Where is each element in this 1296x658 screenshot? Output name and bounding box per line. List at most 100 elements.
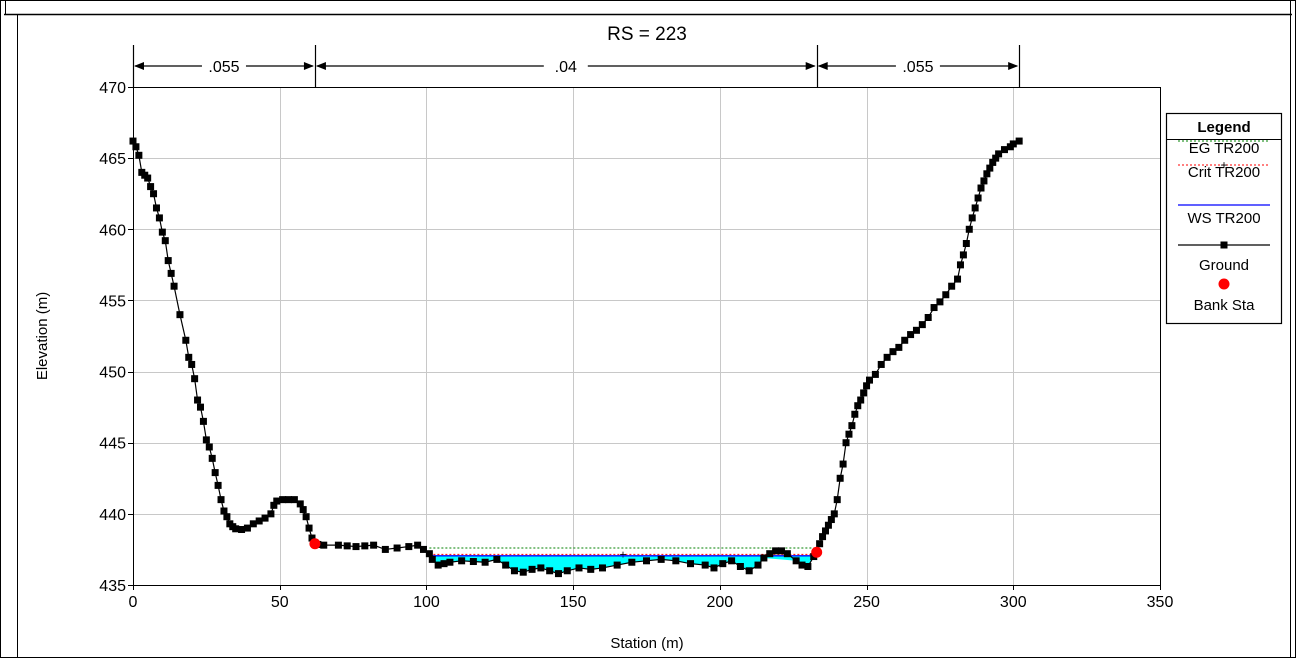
ground-point: [956, 261, 964, 269]
legend-entry-label: Bank Sta: [1194, 297, 1256, 314]
ground-point: [481, 558, 489, 566]
ground-point: [598, 564, 606, 572]
ground-series: [129, 137, 1023, 578]
ground-point: [199, 417, 207, 425]
ground-point: [205, 443, 213, 451]
ground-point: [381, 545, 389, 553]
ground-point: [267, 510, 275, 518]
ground-point: [930, 304, 938, 312]
ground-point: [942, 291, 950, 299]
ground-point: [792, 557, 800, 565]
ground-point: [912, 326, 920, 334]
ground-point: [176, 311, 184, 319]
ground-point: [255, 517, 263, 525]
ground-point: [830, 510, 838, 518]
ground-point: [150, 190, 158, 198]
ground-point: [469, 558, 477, 566]
mannings-n-annotations: .055 .04 .055: [132, 45, 1021, 87]
ground-point: [854, 402, 862, 410]
ground-point: [687, 560, 695, 568]
ground-point: [777, 547, 785, 555]
y-tick-label: 445: [99, 436, 126, 453]
y-tick-label: 460: [99, 222, 126, 239]
ground-point: [299, 506, 307, 514]
ground-point: [772, 547, 780, 555]
y-tick-label: 455: [99, 293, 126, 310]
ground-point: [857, 396, 865, 404]
ground-point: [202, 436, 210, 444]
ground-point: [196, 403, 204, 411]
ground-point: [954, 275, 962, 283]
plot-area: [133, 87, 1161, 586]
ground-point: [182, 336, 190, 344]
ground-point: [302, 513, 310, 521]
n-arrowhead-left: [817, 62, 828, 70]
ground-point: [155, 214, 163, 222]
ground-point: [798, 561, 806, 569]
ground-point: [587, 565, 595, 573]
ground-point: [188, 360, 196, 368]
ground-point: [458, 557, 466, 565]
ground-point: [901, 336, 909, 344]
ground-point: [167, 269, 175, 277]
x-tick-label: 150: [560, 594, 587, 611]
ground-point: [613, 561, 621, 569]
ground-point: [419, 545, 427, 553]
n-value-label: .055: [208, 59, 239, 76]
ground-point: [393, 544, 401, 552]
ground-point: [308, 534, 316, 542]
ground-point: [959, 251, 967, 259]
x-tick-label: 0: [129, 594, 138, 611]
ground-point: [971, 204, 979, 212]
legend-entry-label: WS TR200: [1187, 210, 1260, 227]
ground-point: [528, 565, 536, 573]
ground-point: [370, 541, 378, 549]
n-arrowhead-left: [315, 62, 326, 70]
ground-point: [983, 170, 991, 178]
n-arrowhead-right: [805, 62, 816, 70]
ground-point: [352, 543, 360, 551]
x-tick-label: 350: [1147, 594, 1174, 611]
ground-point: [980, 177, 988, 185]
ground-point: [968, 214, 976, 222]
ground-point: [745, 567, 753, 575]
y-tick-label: 470: [99, 80, 126, 97]
ground-point: [405, 543, 413, 551]
ground-point: [414, 541, 422, 549]
ground-point: [170, 282, 178, 290]
ground-point: [502, 561, 510, 569]
ground-point: [863, 382, 871, 390]
x-tick-label: 250: [853, 594, 880, 611]
ground-point: [425, 550, 433, 558]
y-tick-label: 450: [99, 365, 126, 382]
legend-swatch-crit-marker: +: [1220, 158, 1227, 172]
ground-point: [493, 555, 501, 563]
ground-point: [736, 563, 744, 571]
ground-point: [728, 557, 736, 565]
ground-point: [754, 561, 762, 569]
ground-point: [537, 564, 545, 572]
ground-point: [270, 501, 278, 509]
ground-point: [977, 184, 985, 192]
chart-title: RS = 223: [607, 24, 687, 45]
ground-point: [220, 507, 228, 515]
ground-point: [783, 550, 791, 558]
ground-point: [643, 557, 650, 565]
ground-point: [446, 558, 454, 566]
ground-point: [974, 194, 982, 202]
ground-point: [889, 348, 897, 356]
ground-point: [1000, 146, 1008, 154]
ground-point: [575, 564, 583, 572]
ground-point: [766, 550, 774, 558]
ground-point: [273, 497, 281, 505]
ground-point: [719, 560, 727, 568]
ground-point: [827, 516, 835, 524]
ground-point: [232, 525, 240, 533]
legend-entry-label: Crit TR200: [1188, 164, 1260, 181]
ground-point: [132, 143, 140, 151]
ground-point: [147, 183, 155, 191]
ground-point: [895, 343, 903, 351]
legend-swatch-bank: [1218, 278, 1230, 290]
ground-point: [836, 474, 844, 482]
